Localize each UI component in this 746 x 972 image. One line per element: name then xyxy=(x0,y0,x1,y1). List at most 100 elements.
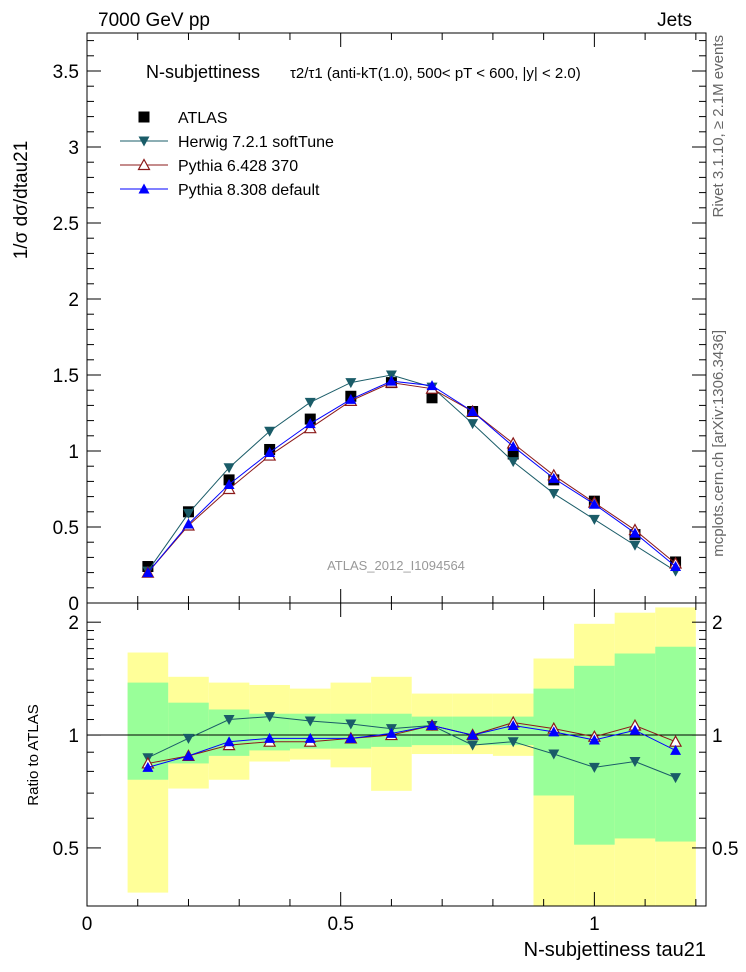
data-point xyxy=(670,561,682,572)
data-point xyxy=(264,732,276,743)
data-point xyxy=(426,392,438,404)
data-point xyxy=(385,370,397,381)
data-point xyxy=(138,183,150,194)
ratio-y-tick-label-right: 1 xyxy=(712,726,723,747)
y-tick-label: 3 xyxy=(68,138,79,159)
chart-title-prefix: N-subjettiness xyxy=(146,62,260,82)
data-point xyxy=(345,732,357,743)
ratio-y-tick-label: 2 xyxy=(68,613,79,634)
data-point xyxy=(264,447,276,458)
y-tick-label: 0.5 xyxy=(53,518,79,539)
legend-label: Herwig 7.2.1 softTune xyxy=(178,134,334,151)
data-point xyxy=(507,448,519,460)
legend-label: Pythia 8.308 default xyxy=(178,182,320,199)
data-point xyxy=(223,463,235,474)
ratio-frame xyxy=(86,602,707,907)
data-point xyxy=(467,405,479,416)
data-point xyxy=(142,567,154,578)
legend-item: Pythia 8.308 default xyxy=(120,182,320,199)
data-point xyxy=(182,750,194,761)
x-tick-label: 0.5 xyxy=(327,914,353,935)
data-point xyxy=(588,762,600,773)
data-point xyxy=(548,489,560,500)
data-point xyxy=(507,737,519,748)
x-tick-label: 0 xyxy=(82,914,93,935)
data-point xyxy=(467,740,479,751)
data-point xyxy=(588,514,600,525)
x-tick-label: 1 xyxy=(589,914,600,935)
legend-item: Herwig 7.2.1 softTune xyxy=(120,134,334,151)
y-tick-label: 3.5 xyxy=(53,62,79,83)
series-line xyxy=(147,374,676,572)
legend-label: ATLAS xyxy=(178,110,228,127)
data-point xyxy=(223,478,235,489)
series-line xyxy=(147,382,676,573)
ratio-y-tick-label: 0.5 xyxy=(53,839,79,860)
series-herwig-7-2-1-softtune xyxy=(142,370,682,577)
green-band xyxy=(574,665,615,845)
ratio-series-group xyxy=(141,712,683,784)
y-axis-label-ratio: Ratio to ATLAS xyxy=(25,704,42,805)
data-point xyxy=(548,726,560,737)
main-series-group xyxy=(141,370,683,578)
legend-label: Pythia 6.428 370 xyxy=(178,158,298,175)
y-axis-label-main: 1/σ dσ/dtau21 xyxy=(11,141,32,260)
watermark: ATLAS_2012_I1094564 xyxy=(327,558,465,573)
green-band xyxy=(614,653,656,839)
data-point xyxy=(304,418,316,429)
data-point xyxy=(548,472,560,483)
data-point xyxy=(426,720,438,731)
data-point xyxy=(507,440,519,451)
data-point xyxy=(345,378,357,389)
y-tick-label: 2.5 xyxy=(53,214,79,235)
data-point xyxy=(304,397,316,408)
data-point xyxy=(345,719,357,730)
header-right: Jets xyxy=(657,10,692,31)
series-pythia-6-428-370 xyxy=(141,375,683,578)
data-point xyxy=(345,393,357,404)
series-line xyxy=(147,725,676,768)
y-tick-label: 0 xyxy=(68,594,79,615)
data-point xyxy=(385,727,397,738)
header-left: 7000 GeV pp xyxy=(98,10,210,31)
legend-item: Pythia 6.428 370 xyxy=(120,158,298,175)
data-point xyxy=(182,518,194,529)
data-point xyxy=(137,158,151,171)
data-point xyxy=(223,736,235,747)
data-point xyxy=(507,720,519,731)
data-point xyxy=(670,744,682,755)
y-tick-label: 1.5 xyxy=(53,366,79,387)
data-point xyxy=(629,540,641,551)
data-point xyxy=(138,136,150,147)
data-point xyxy=(223,715,235,726)
legend: ATLAS Herwig 7.2.1 softTune Pythia 6.428 3… xyxy=(120,110,334,199)
data-point xyxy=(629,527,641,538)
data-point xyxy=(670,773,682,784)
ratio-uncertainty-bands xyxy=(127,607,696,906)
series-line xyxy=(147,722,676,764)
legend-item: ATLAS xyxy=(138,110,228,127)
data-point xyxy=(588,498,600,509)
data-point xyxy=(264,426,276,437)
data-point xyxy=(588,734,600,745)
data-point xyxy=(507,457,519,468)
data-point xyxy=(304,732,316,743)
data-point xyxy=(182,508,194,519)
ratio-y-tick-label-right: 2 xyxy=(712,613,723,634)
ratio-y-tick-label: 1 xyxy=(68,726,79,747)
data-point xyxy=(629,757,641,768)
data-point xyxy=(548,749,560,760)
data-point xyxy=(467,419,479,430)
series-line xyxy=(147,380,676,573)
green-band xyxy=(533,688,575,796)
data-point xyxy=(629,724,641,735)
ratio-series-pythia-8-308-default xyxy=(142,720,682,772)
side-label-bottom: mcplots.cern.ch [arXiv:1306.3436] xyxy=(710,330,727,557)
axis-ticks: 0 0.5 1 1.5 2 2.5 3 3.5 0 0.5 1 0.5 0.5 1 1 2 2 xyxy=(53,33,738,935)
axes-frames xyxy=(86,32,707,907)
series-pythia-8-308-default xyxy=(142,375,682,578)
series-line xyxy=(147,716,676,779)
y-tick-label: 2 xyxy=(68,290,79,311)
data-point xyxy=(426,380,438,391)
